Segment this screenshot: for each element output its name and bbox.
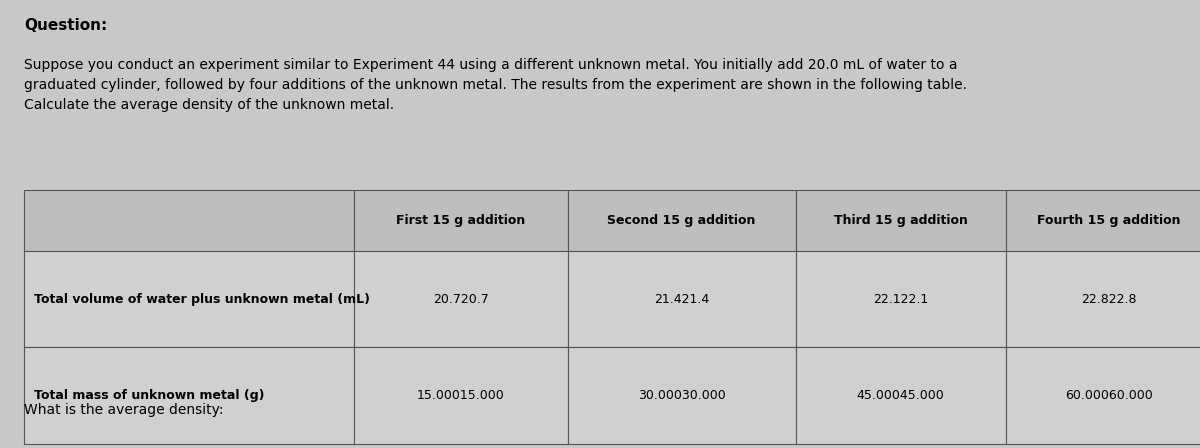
Text: 22.822.8: 22.822.8 — [1081, 293, 1136, 306]
Text: First 15 g addition: First 15 g addition — [396, 214, 526, 227]
Text: 30.00030.000: 30.00030.000 — [637, 389, 726, 402]
Text: 20.720.7: 20.720.7 — [433, 293, 488, 306]
Text: Total volume of water plus unknown metal (mL): Total volume of water plus unknown metal… — [34, 293, 370, 306]
Text: Second 15 g addition: Second 15 g addition — [607, 214, 756, 227]
Text: What is the average density:: What is the average density: — [24, 403, 223, 417]
Text: 21.421.4: 21.421.4 — [654, 293, 709, 306]
Text: 22.122.1: 22.122.1 — [872, 293, 929, 306]
Text: Question:: Question: — [24, 18, 107, 33]
Text: Total mass of unknown metal (g): Total mass of unknown metal (g) — [34, 389, 264, 402]
Text: 45.00045.000: 45.00045.000 — [857, 389, 944, 402]
Text: Fourth 15 g addition: Fourth 15 g addition — [1037, 214, 1181, 227]
Text: Third 15 g addition: Third 15 g addition — [834, 214, 967, 227]
Text: 60.00060.000: 60.00060.000 — [1064, 389, 1153, 402]
Text: Suppose you conduct an experiment similar to Experiment 44 using a different unk: Suppose you conduct an experiment simila… — [24, 58, 967, 112]
Text: 15.00015.000: 15.00015.000 — [416, 389, 505, 402]
